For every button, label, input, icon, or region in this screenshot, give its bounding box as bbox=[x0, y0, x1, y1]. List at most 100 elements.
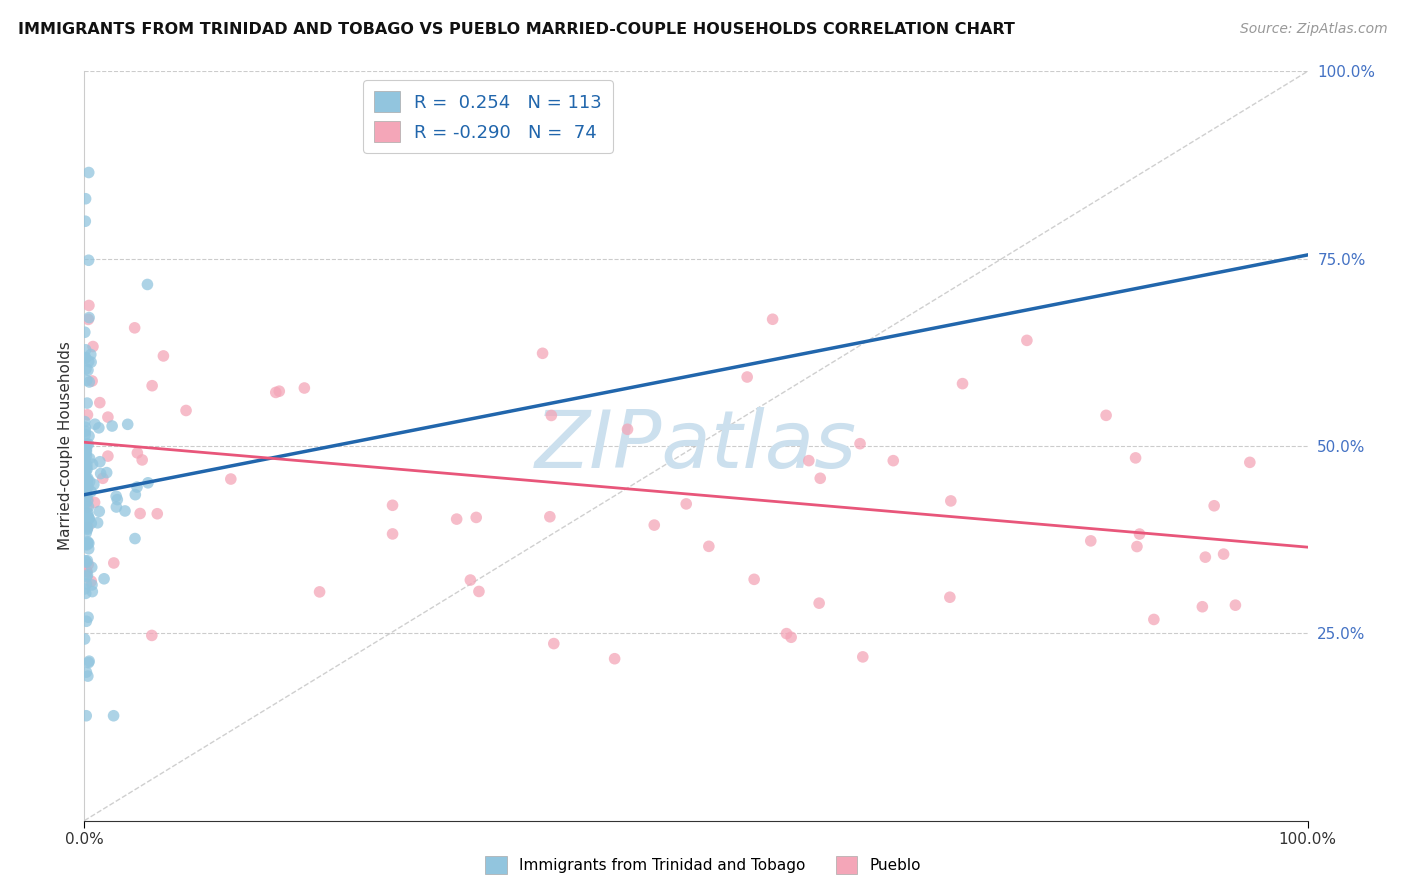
Point bbox=[76, 538, 98, 552]
Point bbox=[124, 532, 146, 546]
Point bbox=[76, 564, 98, 578]
Legend: R =  0.254   N = 113, R = -0.290   N =  74: R = 0.254 N = 113, R = -0.290 N = 74 bbox=[364, 80, 613, 153]
Point bbox=[77, 363, 100, 377]
Point bbox=[86, 516, 108, 530]
Point bbox=[76, 449, 98, 463]
Point bbox=[127, 446, 149, 460]
Point bbox=[76, 475, 98, 489]
Point bbox=[77, 511, 100, 525]
Point bbox=[1204, 499, 1226, 513]
Point bbox=[75, 427, 97, 442]
Point bbox=[73, 351, 96, 365]
Point bbox=[780, 630, 803, 644]
Point bbox=[75, 519, 97, 533]
Point bbox=[76, 569, 98, 583]
Point bbox=[75, 362, 97, 376]
Point bbox=[82, 457, 104, 471]
Point bbox=[76, 522, 98, 536]
Point bbox=[1126, 540, 1149, 554]
Point bbox=[73, 451, 96, 466]
Point bbox=[381, 527, 404, 541]
Point bbox=[75, 444, 97, 458]
Point bbox=[808, 471, 831, 485]
Point bbox=[77, 536, 100, 550]
Point bbox=[882, 453, 904, 467]
Point bbox=[75, 554, 97, 568]
Point bbox=[75, 665, 97, 680]
Point bbox=[468, 584, 491, 599]
Point bbox=[1194, 550, 1216, 565]
Point bbox=[538, 509, 561, 524]
Point bbox=[77, 165, 100, 179]
Point bbox=[76, 500, 98, 515]
Point bbox=[75, 476, 97, 491]
Point bbox=[1225, 598, 1247, 612]
Point bbox=[82, 340, 104, 354]
Point bbox=[76, 567, 98, 582]
Point bbox=[73, 325, 96, 339]
Point bbox=[460, 573, 482, 587]
Point bbox=[79, 451, 101, 466]
Point bbox=[101, 419, 124, 434]
Point bbox=[76, 472, 98, 486]
Point bbox=[75, 519, 97, 533]
Point bbox=[1239, 455, 1261, 469]
Point bbox=[76, 493, 98, 508]
Point bbox=[77, 500, 100, 514]
Point bbox=[77, 520, 100, 534]
Point bbox=[76, 521, 98, 535]
Point bbox=[73, 505, 96, 519]
Point bbox=[75, 708, 97, 723]
Point bbox=[1212, 547, 1234, 561]
Point bbox=[292, 381, 315, 395]
Point bbox=[89, 504, 111, 518]
Point bbox=[105, 489, 128, 503]
Point bbox=[75, 537, 97, 551]
Point bbox=[75, 462, 97, 476]
Point bbox=[80, 516, 103, 531]
Point bbox=[77, 310, 100, 325]
Point bbox=[76, 554, 98, 568]
Point bbox=[136, 475, 159, 490]
Point bbox=[114, 504, 136, 518]
Point bbox=[89, 455, 111, 469]
Point bbox=[80, 578, 103, 592]
Point bbox=[808, 596, 831, 610]
Point bbox=[77, 429, 100, 443]
Point bbox=[90, 467, 112, 481]
Point bbox=[76, 565, 98, 579]
Point bbox=[75, 475, 97, 490]
Point bbox=[141, 628, 163, 642]
Point bbox=[103, 556, 125, 570]
Point bbox=[75, 465, 97, 479]
Point bbox=[531, 346, 554, 360]
Point bbox=[80, 355, 103, 369]
Y-axis label: Married-couple Households: Married-couple Households bbox=[58, 342, 73, 550]
Point bbox=[76, 492, 98, 507]
Point bbox=[76, 669, 98, 683]
Point bbox=[775, 626, 797, 640]
Point bbox=[174, 403, 197, 417]
Point bbox=[75, 614, 97, 628]
Point bbox=[73, 632, 96, 646]
Text: Source: ZipAtlas.com: Source: ZipAtlas.com bbox=[1240, 22, 1388, 37]
Point bbox=[77, 437, 100, 451]
Point bbox=[91, 471, 114, 485]
Point bbox=[75, 484, 97, 499]
Point bbox=[73, 481, 96, 495]
Point bbox=[105, 492, 128, 507]
Point bbox=[77, 654, 100, 668]
Point bbox=[75, 496, 97, 510]
Point bbox=[76, 437, 98, 451]
Point bbox=[269, 384, 291, 399]
Point bbox=[76, 373, 98, 387]
Point bbox=[643, 518, 665, 533]
Point bbox=[117, 417, 139, 432]
Point bbox=[77, 511, 100, 525]
Point bbox=[1095, 409, 1118, 423]
Point bbox=[89, 395, 111, 409]
Point bbox=[75, 586, 97, 600]
Point bbox=[76, 490, 98, 504]
Point bbox=[735, 370, 758, 384]
Point bbox=[1143, 612, 1166, 626]
